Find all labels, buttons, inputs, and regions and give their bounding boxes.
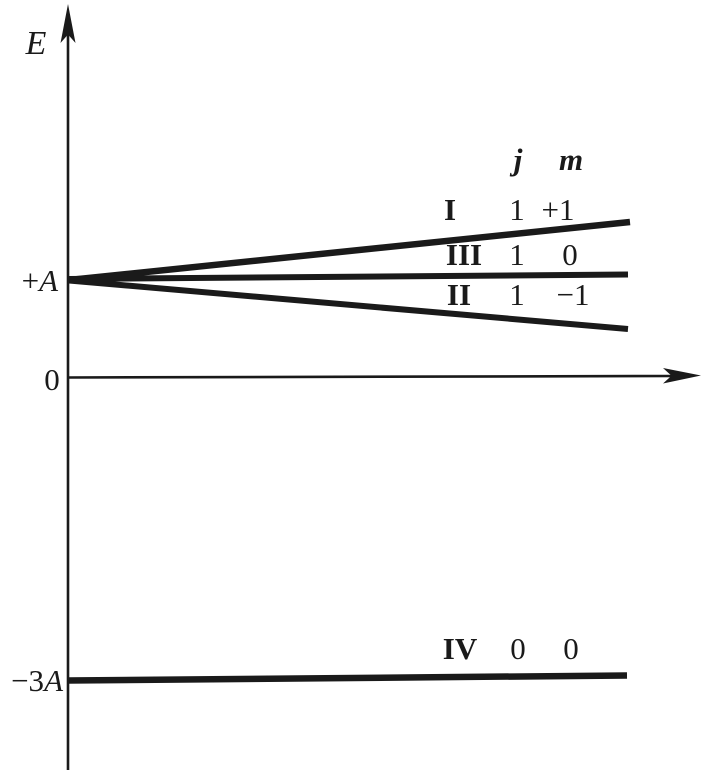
y-axis-label: E [25, 25, 47, 62]
level-II-name: II [447, 277, 471, 312]
level-line-III [68, 271, 629, 282]
column-header-m: m [559, 142, 583, 177]
tick-plus-A-letter: A [37, 263, 59, 298]
level-III-name: III [446, 237, 482, 272]
level-II-m: −1 [557, 277, 590, 312]
level-line-IV [67, 672, 628, 684]
y-axis-arrowhead-icon [60, 4, 76, 43]
x-axis [67, 374, 677, 379]
level-I-m: +1 [542, 192, 575, 227]
tick-plus-A-sign: + [22, 263, 39, 298]
tick-plus-A: +A [22, 263, 59, 298]
level-II-j: 1 [509, 277, 525, 312]
tick-minus-3A: −3A [11, 663, 64, 698]
column-header-j: j [509, 142, 523, 177]
x-axis-arrowhead-icon [663, 368, 701, 384]
level-III-m: 0 [562, 237, 578, 272]
level-IV-m: 0 [563, 631, 579, 666]
level-IV-j: 0 [510, 631, 526, 666]
level-III-j: 1 [509, 237, 525, 272]
tick-minus-3A-letter: A [42, 663, 64, 698]
tick-minus-3A-sign: −3 [11, 663, 44, 698]
level-I-j: 1 [509, 192, 525, 227]
level-I-name: I [444, 192, 456, 227]
level-IV-name: IV [443, 631, 478, 666]
level-line-II [68, 277, 629, 332]
level-line-I [68, 218, 631, 284]
origin-label: 0 [44, 362, 60, 397]
